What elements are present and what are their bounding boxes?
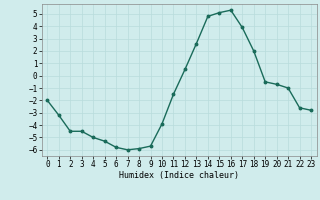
X-axis label: Humidex (Indice chaleur): Humidex (Indice chaleur) [119, 171, 239, 180]
